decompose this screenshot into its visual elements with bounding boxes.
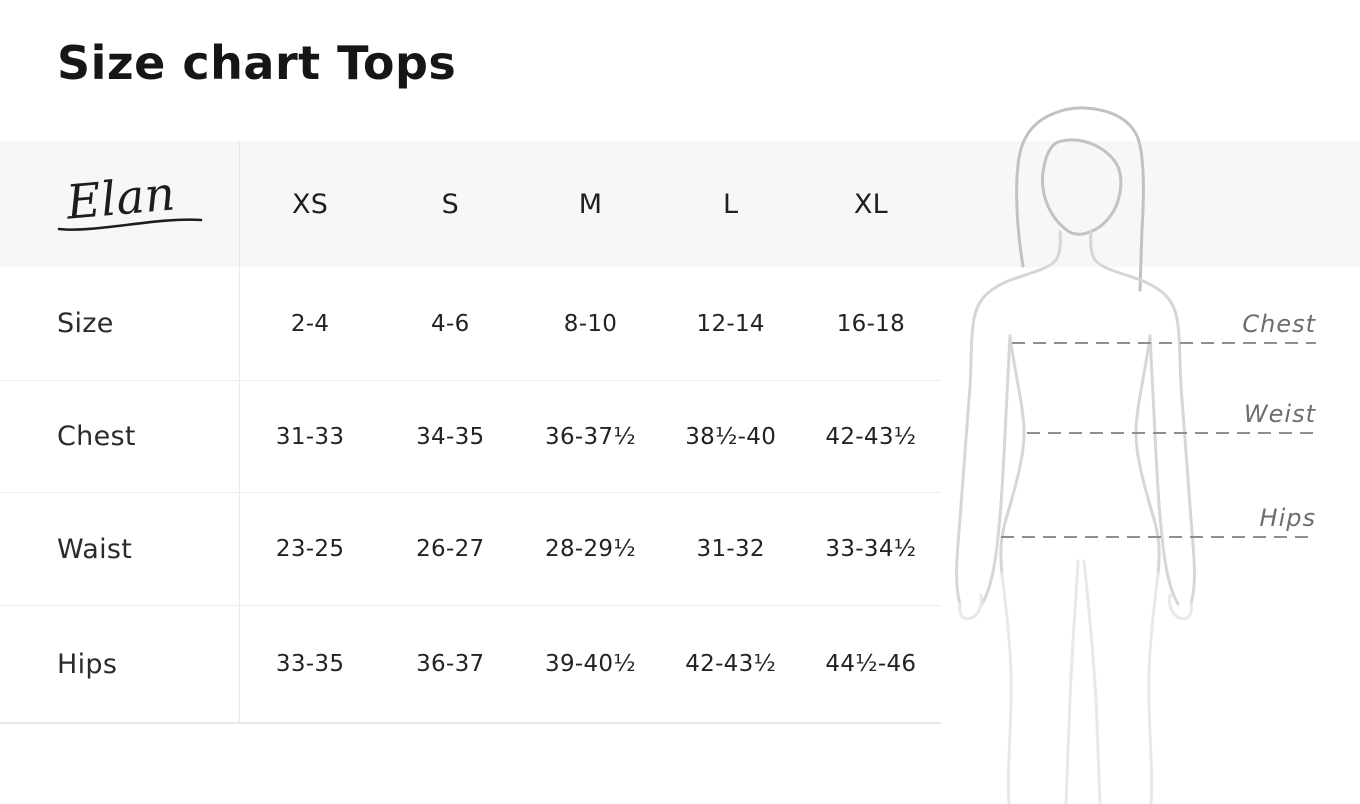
cell-size-s: 4-6: [431, 310, 470, 337]
hips-measure-label: Hips: [1260, 504, 1316, 532]
brand-logo: Elan: [57, 166, 203, 231]
cell-size-xs: 2-4: [290, 310, 330, 337]
cell-hips-m: 39-40½: [545, 651, 636, 677]
cell-waist-m: 28-29½: [545, 536, 636, 562]
table-row-hips: Hips 33-35 36-37 39-40½ 42-43½ 44½-46: [0, 605, 941, 722]
cell-chest-l: 38½-40: [685, 423, 777, 450]
right-shoulder-arm-outline: [1089, 230, 1196, 606]
brand-logo-cell: Elan: [0, 141, 240, 267]
cell-waist-l: 31-32: [696, 536, 765, 562]
left-leg-outer-outline: [1000, 572, 1013, 804]
row-label-chest: Chest: [0, 381, 240, 492]
right-leg-outer-outline: [1147, 572, 1160, 804]
column-header-xs: XS: [291, 188, 329, 220]
right-hand-outline: [1168, 593, 1193, 621]
brand-logo-underline: [57, 218, 203, 231]
cell-waist-s: 26-27: [416, 536, 485, 562]
column-header-xl: XL: [853, 188, 888, 220]
column-header-m: M: [578, 188, 603, 220]
left-leg-inner-outline: [1064, 559, 1080, 804]
left-inner-arm-outline: [980, 334, 1012, 606]
cell-size-xl: 16-18: [836, 310, 906, 337]
column-header-s: S: [441, 188, 460, 220]
body-silhouette: [955, 106, 1196, 804]
cell-chest-s: 34-35: [416, 423, 485, 450]
table-row-chest: Chest 31-33 34-35 36-37½ 38½-40 42-43½: [0, 380, 941, 492]
cell-chest-xl: 42-43½: [825, 423, 917, 450]
table-row-waist: Waist 23-25 26-27 28-29½ 31-32 33-34½: [0, 492, 941, 605]
cell-waist-xl: 33-34½: [825, 536, 917, 562]
body-measurement-diagram: Chest Weist Hips: [955, 106, 1317, 804]
left-torso-outline: [999, 334, 1026, 576]
size-table: Elan XS S M L XL Size 2-4 4-6 8-10 12-14…: [0, 141, 941, 724]
page-title: Size chart Tops: [57, 36, 457, 90]
left-hand-outline: [958, 593, 983, 621]
right-torso-outline: [1134, 334, 1161, 576]
cell-waist-xs: 23-25: [275, 536, 345, 562]
cell-size-m: 8-10: [563, 310, 618, 337]
row-label-waist: Waist: [0, 493, 240, 605]
table-row-size: Size 2-4 4-6 8-10 12-14 16-18: [0, 267, 941, 380]
size-table-header-row: Elan XS S M L XL: [0, 141, 941, 267]
right-inner-arm-outline: [1148, 334, 1180, 606]
cell-hips-l: 42-43½: [685, 651, 777, 677]
header-band: [0, 141, 1360, 267]
left-shoulder-arm-outline: [955, 230, 1062, 606]
cell-hips-xs: 33-35: [275, 651, 345, 677]
row-label-size: Size: [0, 267, 240, 380]
right-leg-inner-outline: [1082, 559, 1102, 804]
cell-hips-xl: 44½-46: [825, 651, 917, 677]
cell-size-l: 12-14: [696, 310, 765, 337]
face-outline: [1041, 138, 1123, 236]
row-label-hips: Hips: [0, 606, 240, 722]
waist-measure-label: Weist: [1244, 400, 1317, 428]
cell-hips-s: 36-37: [416, 651, 485, 677]
cell-chest-xs: 31-33: [275, 423, 345, 450]
column-header-l: L: [723, 188, 739, 220]
chest-measure-label: Chest: [1242, 310, 1316, 338]
cell-chest-m: 36-37½: [545, 423, 636, 450]
hair-outline: [1015, 106, 1145, 292]
